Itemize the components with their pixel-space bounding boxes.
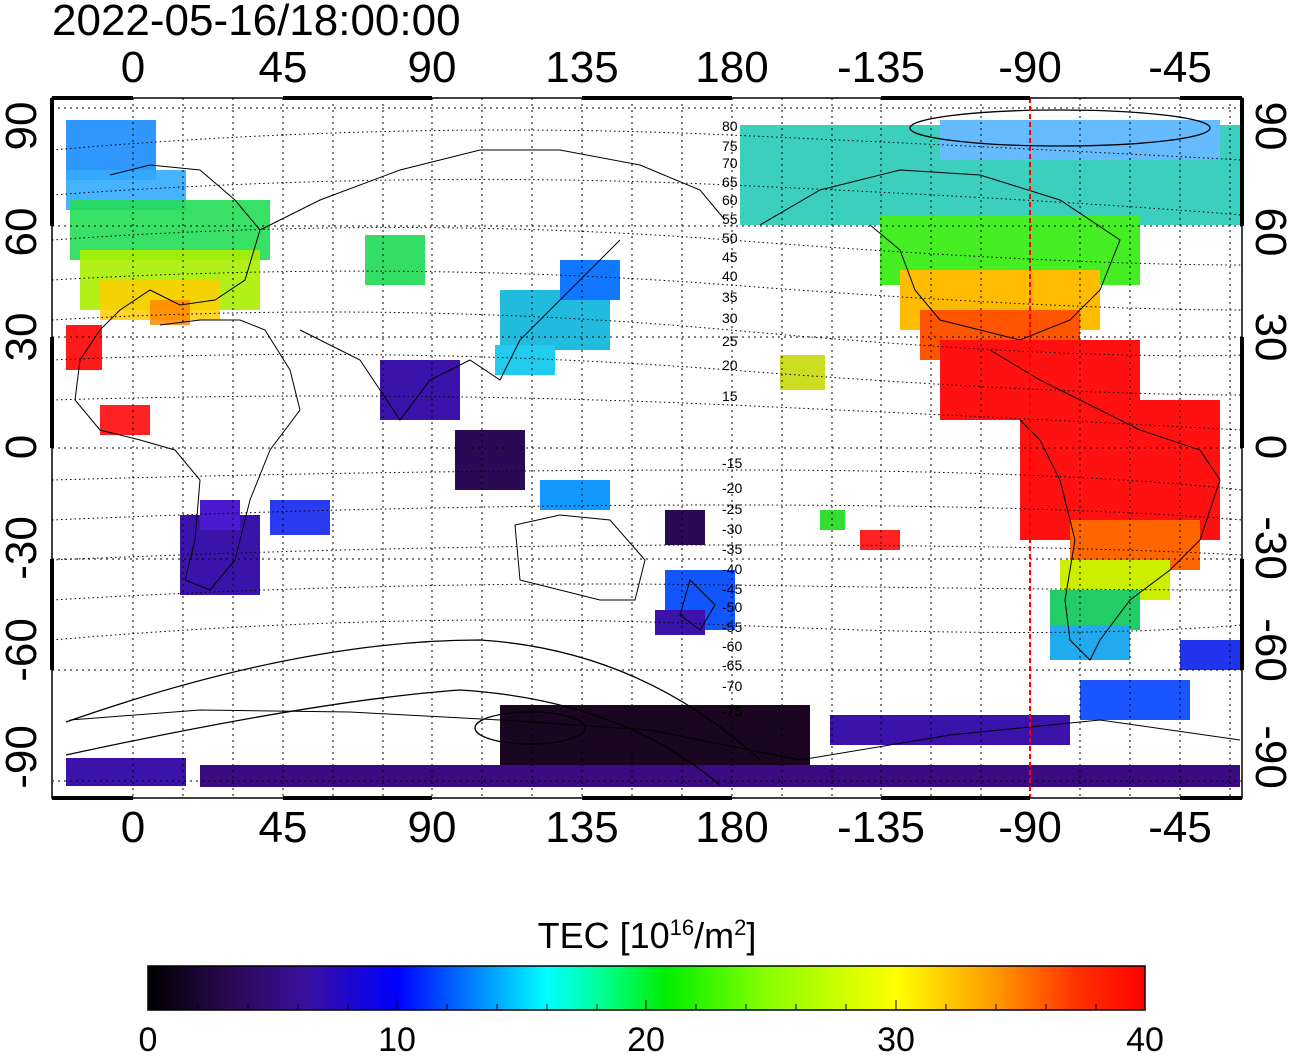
bottom-lon-tick: -135 [836,803,926,852]
contour-label: -75 [722,703,742,719]
contour-label: -65 [722,657,742,673]
bottom-lon-tick: -45 [1148,803,1212,852]
top-lon-tick: -45 [1148,43,1212,92]
contour-label: 75 [722,138,738,154]
contour-label: -40 [722,561,742,577]
contour-label: 35 [722,289,738,305]
top-lon-tick: 90 [407,43,457,92]
contour-label: 45 [722,249,738,265]
map-timestamp: 2022-05-16/18:00:00 [52,0,461,45]
bottom-lon-tick: 135 [545,803,619,852]
colorbar-title-prefix: TEC [10 [537,915,670,956]
contour-label: -60 [722,638,742,654]
bottom-lon-tick: 45 [258,803,308,852]
top-lon-tick: 45 [258,43,308,92]
contour-label: -35 [722,541,742,557]
contour-label: 65 [722,174,738,190]
contour-label: 15 [722,388,738,404]
tec-data-coverage [66,120,1240,787]
contour-label: -55 [722,619,742,635]
contour-label: -15 [722,455,742,471]
contour-label: 60 [722,192,738,208]
contour-label: -45 [722,581,742,597]
contour-label: 25 [722,333,738,349]
contour-label: -25 [722,501,742,517]
contour-label: 55 [722,211,738,227]
top-lon-tick: 0 [120,43,146,92]
bottom-lon-tick: 180 [695,803,769,852]
colorbar-title-exponent: 16 [669,915,695,940]
bottom-lon-tick: 90 [407,803,457,852]
top-lon-tick: 180 [695,43,769,92]
colorbar-tick-label: 0 [138,1021,158,1059]
colorbar-title-unit: /m [694,915,735,956]
contour-label: -30 [722,521,742,537]
coastlines [69,149,1241,761]
frame-ticks [50,96,1244,800]
top-lon-tick: 135 [545,43,619,92]
contour-label: -70 [722,678,742,694]
graticule [52,98,1242,798]
colorbar-title-suffix: ] [746,915,757,956]
bottom-lon-tick: -90 [998,803,1062,852]
contour-label: 20 [722,357,738,373]
contour-label: 40 [722,268,738,284]
contour-label: 30 [722,310,738,326]
colorbar-tick-label: 30 [877,1021,915,1059]
contour-label: 50 [722,230,738,246]
bottom-lon-tick: 0 [120,803,146,852]
colorbar-tick-label: 10 [378,1021,416,1059]
top-lon-tick: -135 [836,43,926,92]
colorbar-title: TEC [1016/m2] [0,906,1294,958]
magnetic-pole-contours [65,109,1211,786]
contour-labels: 80 75 70 65 60 55 50 45 40 35 30 25 20 1… [722,118,742,719]
contour-label: 80 [722,118,738,134]
colorbar-tick-label: 20 [627,1021,665,1059]
contour-label: 70 [722,155,738,171]
contour-label: -20 [722,480,742,496]
contour-label: -50 [722,599,742,615]
top-lon-tick: -90 [998,43,1062,92]
colorbar-title-unit-exponent: 2 [734,915,747,940]
magnetic-latitude-contours [52,129,1242,641]
colorbar-tick-label: 40 [1126,1021,1164,1059]
colorbar-ticks [197,1000,1097,1010]
